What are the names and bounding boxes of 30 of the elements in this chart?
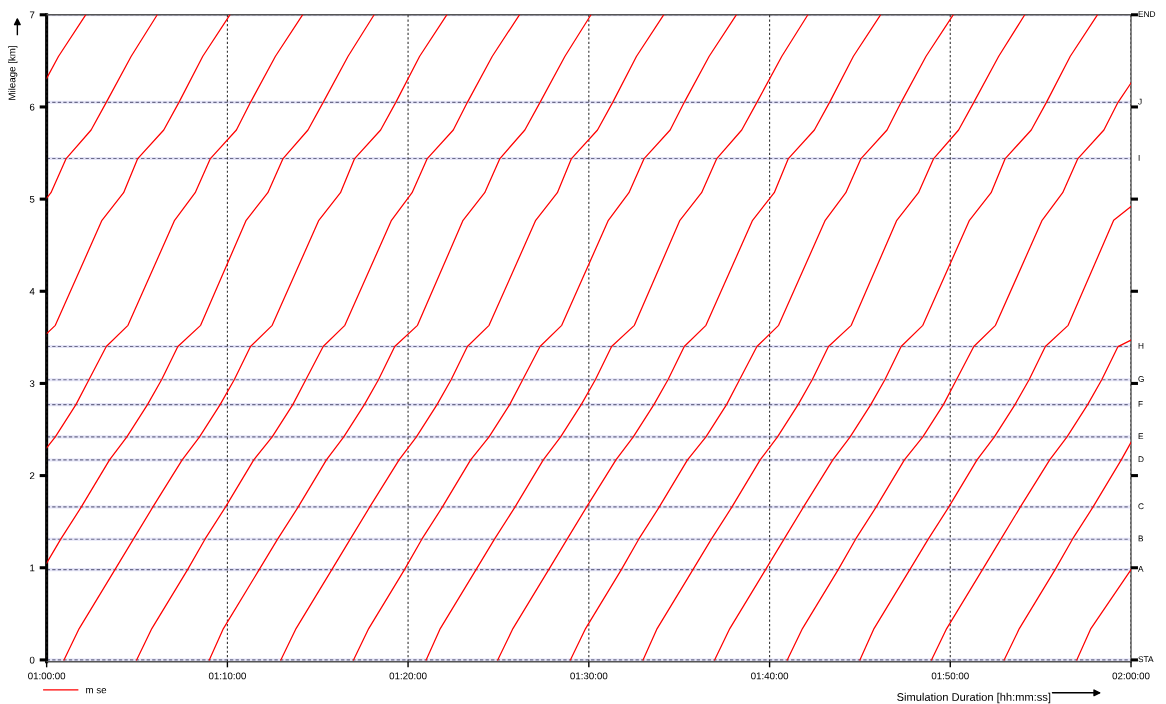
x-tick-label: 01:40:00 [751,672,789,680]
x-tick-label: 02:00:00 [1112,672,1150,680]
y-tick-label: 4 [29,288,35,295]
y-tick-label: 6 [29,103,35,111]
x-tick-label: 01:50:00 [931,672,969,680]
ref-line-label: STA [1138,656,1154,663]
y-tick-label: 0 [29,656,35,664]
x-tick-label: 01:20:00 [389,672,427,680]
y-tick-label: 7 [29,11,35,19]
y-tick-label: 3 [29,380,35,388]
x-axis-title: Simulation Duration [hh:mm:ss] [897,692,1051,704]
y-tick-label: 1 [30,564,35,572]
ref-line-label: F [1138,401,1143,407]
y-tick-label: 5 [29,195,35,203]
ref-line-label: D [1138,456,1144,463]
x-tick-label: 01:10:00 [208,672,246,680]
ref-line-label: G [1138,376,1144,382]
ref-line-label: J [1138,98,1142,105]
ref-line-label: I [1138,154,1140,161]
ref-line-label: END [1138,11,1156,17]
x-tick-label: 01:00:00 [28,672,66,680]
ref-line-label: B [1138,535,1144,542]
ref-line-label: H [1138,342,1144,349]
ref-line-label: E [1138,433,1144,440]
ref-line-label: C [1138,503,1144,510]
ref-line-label: A [1137,566,1144,572]
y-tick-label: 2 [29,472,35,480]
y-axis-title: Mileage [km] [8,46,18,100]
legend-label: m se [86,688,107,694]
x-tick-label: 01:30:00 [570,672,608,680]
